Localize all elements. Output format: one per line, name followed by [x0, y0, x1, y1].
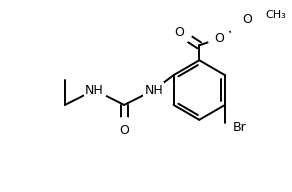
Text: NH: NH: [85, 84, 104, 97]
Text: O: O: [214, 32, 224, 45]
Text: Br: Br: [233, 121, 247, 134]
Text: O: O: [243, 13, 253, 26]
Text: NH: NH: [145, 84, 163, 97]
Text: CH₃: CH₃: [265, 10, 286, 20]
Text: O: O: [119, 124, 129, 137]
Text: O: O: [175, 26, 185, 39]
